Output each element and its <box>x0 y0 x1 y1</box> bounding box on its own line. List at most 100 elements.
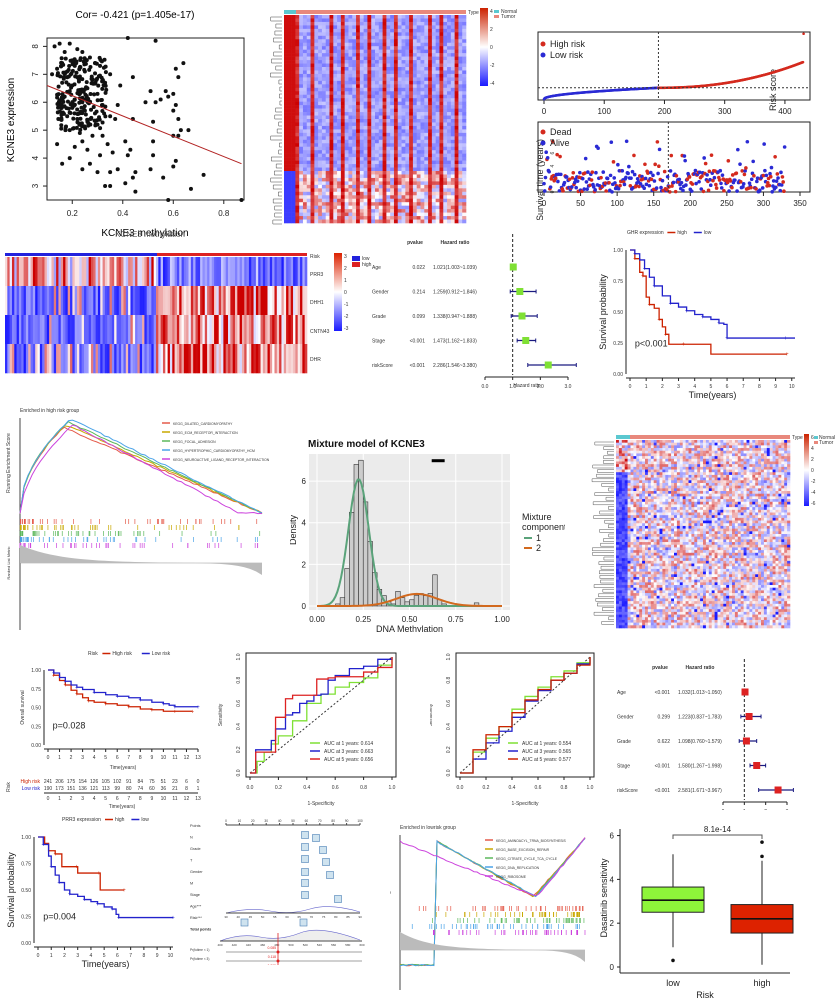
heatmap-cell <box>291 219 296 224</box>
heatmap-cell <box>291 39 296 44</box>
heatmap-cell <box>310 35 315 40</box>
heatmap-cell <box>371 205 376 210</box>
data-point <box>92 92 97 97</box>
status-point <box>694 181 698 186</box>
heatmap-cell <box>458 164 463 168</box>
heatmap-cell <box>340 150 345 154</box>
heatmap-cell <box>428 132 433 137</box>
heatmap-cell <box>337 94 342 99</box>
heatmap-cell <box>363 67 368 71</box>
heatmap-cell <box>318 143 323 148</box>
heatmap-cell <box>409 46 414 50</box>
status-point <box>629 176 633 180</box>
heatmap-cell <box>390 136 395 141</box>
heatmap-cell <box>428 32 433 37</box>
hr-marker <box>518 312 526 320</box>
heatmap-cell <box>284 91 289 96</box>
heatmap-cell <box>363 87 368 92</box>
heatmap-cell <box>378 202 383 206</box>
heatmap-cell <box>288 344 292 374</box>
heatmap-cell <box>287 91 292 96</box>
heatmap-cell <box>375 60 380 64</box>
heatmap-cell <box>450 80 455 85</box>
heatmap-cell <box>359 191 364 196</box>
heatmap-cell <box>299 209 304 213</box>
heatmap-cell <box>291 129 296 134</box>
heatmap-cell <box>386 129 391 134</box>
heatmap-cell <box>352 205 357 210</box>
heatmap-cell <box>340 77 345 82</box>
data-point <box>98 98 103 103</box>
heatmap-cell <box>287 105 292 109</box>
heatmap-cell <box>325 171 330 175</box>
status-point <box>702 156 706 160</box>
heatmap-cell <box>318 63 323 68</box>
heatmap-cell <box>371 56 376 61</box>
heatmap-cell <box>382 39 387 44</box>
heatmap-cell <box>318 15 323 19</box>
heatmap-cell <box>363 84 368 89</box>
heatmap-cell <box>146 286 150 316</box>
data-point <box>50 72 55 77</box>
heatmap-cell <box>295 132 300 137</box>
heatmap-cell <box>424 63 429 68</box>
heatmap-cell <box>230 344 233 374</box>
data-point <box>75 47 80 52</box>
heatmap-cell <box>348 53 353 57</box>
heatmap-cell <box>295 80 300 85</box>
heatmap-cell <box>302 77 308 82</box>
data-point <box>201 172 206 177</box>
data-point <box>128 147 133 152</box>
heatmap-cell <box>367 177 372 182</box>
heatmap-cell <box>454 63 459 68</box>
heatmap-cell <box>325 122 330 127</box>
heatmap-cell <box>314 132 319 137</box>
heatmap-cell <box>18 315 22 345</box>
heatmap-cell <box>340 129 345 134</box>
heatmap-cell <box>359 139 364 144</box>
heatmap-cell <box>125 344 129 374</box>
heatmap-cell <box>378 136 383 141</box>
heatmap-cell <box>299 46 304 50</box>
heatmap-cell <box>462 177 467 182</box>
heatmap-cell <box>462 129 467 134</box>
heatmap-cell <box>390 53 395 57</box>
heatmap-cell <box>79 286 82 316</box>
heatmap-cell <box>204 315 208 345</box>
heatmap-cell <box>211 315 215 345</box>
heatmap-cell <box>397 122 402 127</box>
heatmap-cell <box>397 46 402 50</box>
heatmap-cell <box>325 112 330 116</box>
heatmap-cell <box>299 195 304 200</box>
heatmap-cell <box>386 202 391 206</box>
heatmap-cell <box>337 195 342 200</box>
heatmap-cell <box>367 219 372 224</box>
heatmap-cell <box>420 60 425 64</box>
heatmap-cell <box>424 119 429 123</box>
heatmap-cell <box>390 63 395 68</box>
heatmap-cell <box>37 257 41 287</box>
heatmap-cell <box>302 18 308 23</box>
heatmap-cell <box>340 219 345 224</box>
x-tick-label: 9 <box>774 384 777 390</box>
data-point <box>72 144 77 149</box>
heatmap-cell <box>359 219 364 224</box>
heatmap-cell <box>447 136 452 141</box>
heatmap-cell <box>401 177 406 182</box>
heatmap-cell <box>287 67 292 71</box>
heatmap-cell <box>83 257 87 287</box>
heatmap-cell <box>405 98 410 102</box>
heatmap-cell <box>420 115 425 120</box>
heatmap-cell <box>333 198 338 203</box>
heatmap-cell <box>295 25 300 30</box>
heatmap-cell <box>284 108 289 113</box>
status-point <box>574 185 578 190</box>
heatmap-cell <box>363 60 368 64</box>
heatmap-cell <box>260 315 264 345</box>
row-pvalue: 0.099 <box>412 314 425 320</box>
heatmap-cell <box>363 73 368 78</box>
heatmap-cell <box>359 122 364 127</box>
heatmap-cell <box>25 344 29 374</box>
heatmap-cell <box>439 188 444 193</box>
heatmap-cell <box>302 188 308 193</box>
